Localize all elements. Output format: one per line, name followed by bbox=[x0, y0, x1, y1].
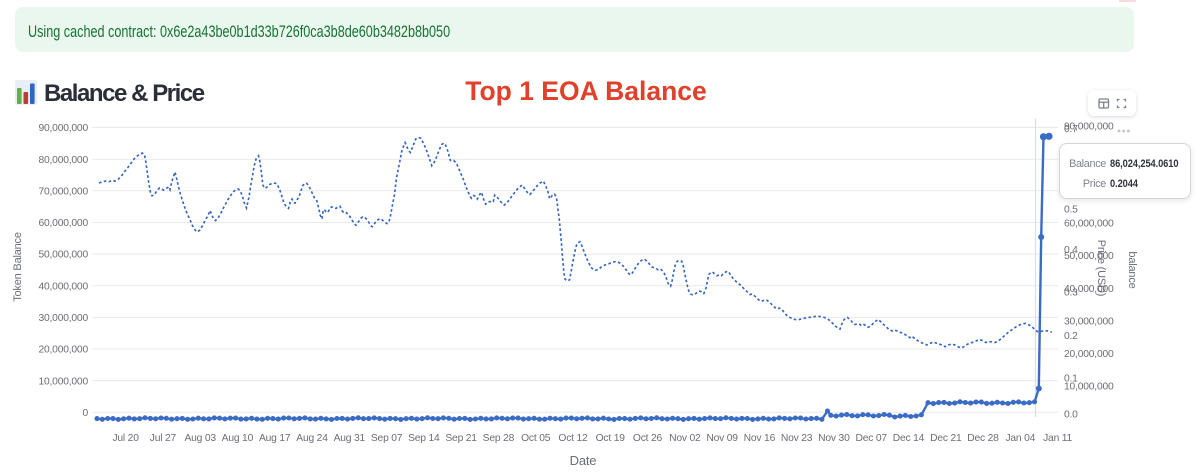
svg-text:Jan 11: Jan 11 bbox=[1043, 433, 1072, 444]
svg-text:Aug 24: Aug 24 bbox=[296, 433, 328, 444]
svg-text:70,000,000: 70,000,000 bbox=[38, 186, 88, 197]
svg-text:40,000,000: 40,000,000 bbox=[1064, 284, 1114, 295]
svg-text:Aug 31: Aug 31 bbox=[334, 433, 366, 444]
svg-text:90,000,000: 90,000,000 bbox=[1064, 122, 1114, 133]
svg-text:0.7: 0.7 bbox=[1064, 124, 1078, 135]
svg-text:60,000,000: 60,000,000 bbox=[38, 218, 88, 229]
svg-text:Top 1 EOA Balance: Top 1 EOA Balance bbox=[465, 76, 707, 106]
svg-text:Dec 21: Dec 21 bbox=[930, 433, 962, 444]
svg-text:Token Balance: Token Balance bbox=[12, 232, 24, 302]
svg-text:10,000,000: 10,000,000 bbox=[1064, 382, 1114, 393]
svg-text:0.5: 0.5 bbox=[1064, 205, 1078, 216]
svg-text:Nov 09: Nov 09 bbox=[706, 433, 738, 444]
svg-text:Aug 03: Aug 03 bbox=[184, 433, 216, 444]
svg-text:balance: balance bbox=[1126, 251, 1138, 288]
svg-text:0.4: 0.4 bbox=[1064, 245, 1078, 256]
svg-text:Oct 12: Oct 12 bbox=[558, 433, 588, 444]
svg-text:Sep 21: Sep 21 bbox=[445, 433, 477, 444]
svg-text:80,000,000: 80,000,000 bbox=[38, 155, 88, 166]
svg-text:30,000,000: 30,000,000 bbox=[38, 313, 88, 324]
svg-text:30,000,000: 30,000,000 bbox=[1064, 317, 1114, 328]
svg-text:Dec 14: Dec 14 bbox=[893, 433, 925, 444]
svg-text:10,000,000: 10,000,000 bbox=[38, 376, 88, 387]
svg-text:Date: Date bbox=[570, 453, 597, 468]
svg-text:50,000,000: 50,000,000 bbox=[38, 250, 88, 261]
svg-text:Sep 07: Sep 07 bbox=[371, 433, 403, 444]
svg-text:40,000,000: 40,000,000 bbox=[38, 281, 88, 292]
svg-text:Oct 05: Oct 05 bbox=[521, 433, 551, 444]
svg-text:Price (USD): Price (USD) bbox=[1095, 240, 1107, 296]
svg-text:Dec 07: Dec 07 bbox=[855, 433, 887, 444]
svg-text:0.1: 0.1 bbox=[1064, 374, 1078, 385]
svg-text:Jan 04: Jan 04 bbox=[1005, 433, 1035, 444]
svg-text:90,000,000: 90,000,000 bbox=[38, 123, 88, 134]
svg-text:0.2: 0.2 bbox=[1064, 331, 1078, 342]
svg-text:20,000,000: 20,000,000 bbox=[38, 345, 88, 356]
svg-text:20,000,000: 20,000,000 bbox=[1064, 349, 1114, 360]
svg-text:Nov 30: Nov 30 bbox=[818, 433, 850, 444]
svg-text:Sep 14: Sep 14 bbox=[408, 433, 440, 444]
svg-text:Nov 02: Nov 02 bbox=[669, 433, 701, 444]
svg-text:Jul 27: Jul 27 bbox=[150, 433, 177, 444]
svg-text:0.3: 0.3 bbox=[1064, 288, 1078, 299]
svg-text:Jul 20: Jul 20 bbox=[112, 433, 139, 444]
svg-text:Oct 26: Oct 26 bbox=[633, 433, 663, 444]
svg-text:0: 0 bbox=[82, 408, 88, 419]
svg-text:Oct 19: Oct 19 bbox=[596, 433, 626, 444]
svg-text:Nov 23: Nov 23 bbox=[781, 433, 813, 444]
svg-text:Dec 28: Dec 28 bbox=[967, 433, 999, 444]
svg-text:Aug 17: Aug 17 bbox=[259, 433, 291, 444]
svg-text:0.0: 0.0 bbox=[1064, 410, 1078, 421]
svg-text:Aug 10: Aug 10 bbox=[222, 433, 254, 444]
svg-text:Sep 28: Sep 28 bbox=[483, 433, 515, 444]
svg-text:Nov 16: Nov 16 bbox=[744, 433, 776, 444]
svg-text:60,000,000: 60,000,000 bbox=[1064, 219, 1114, 230]
svg-text:50,000,000: 50,000,000 bbox=[1064, 251, 1114, 262]
